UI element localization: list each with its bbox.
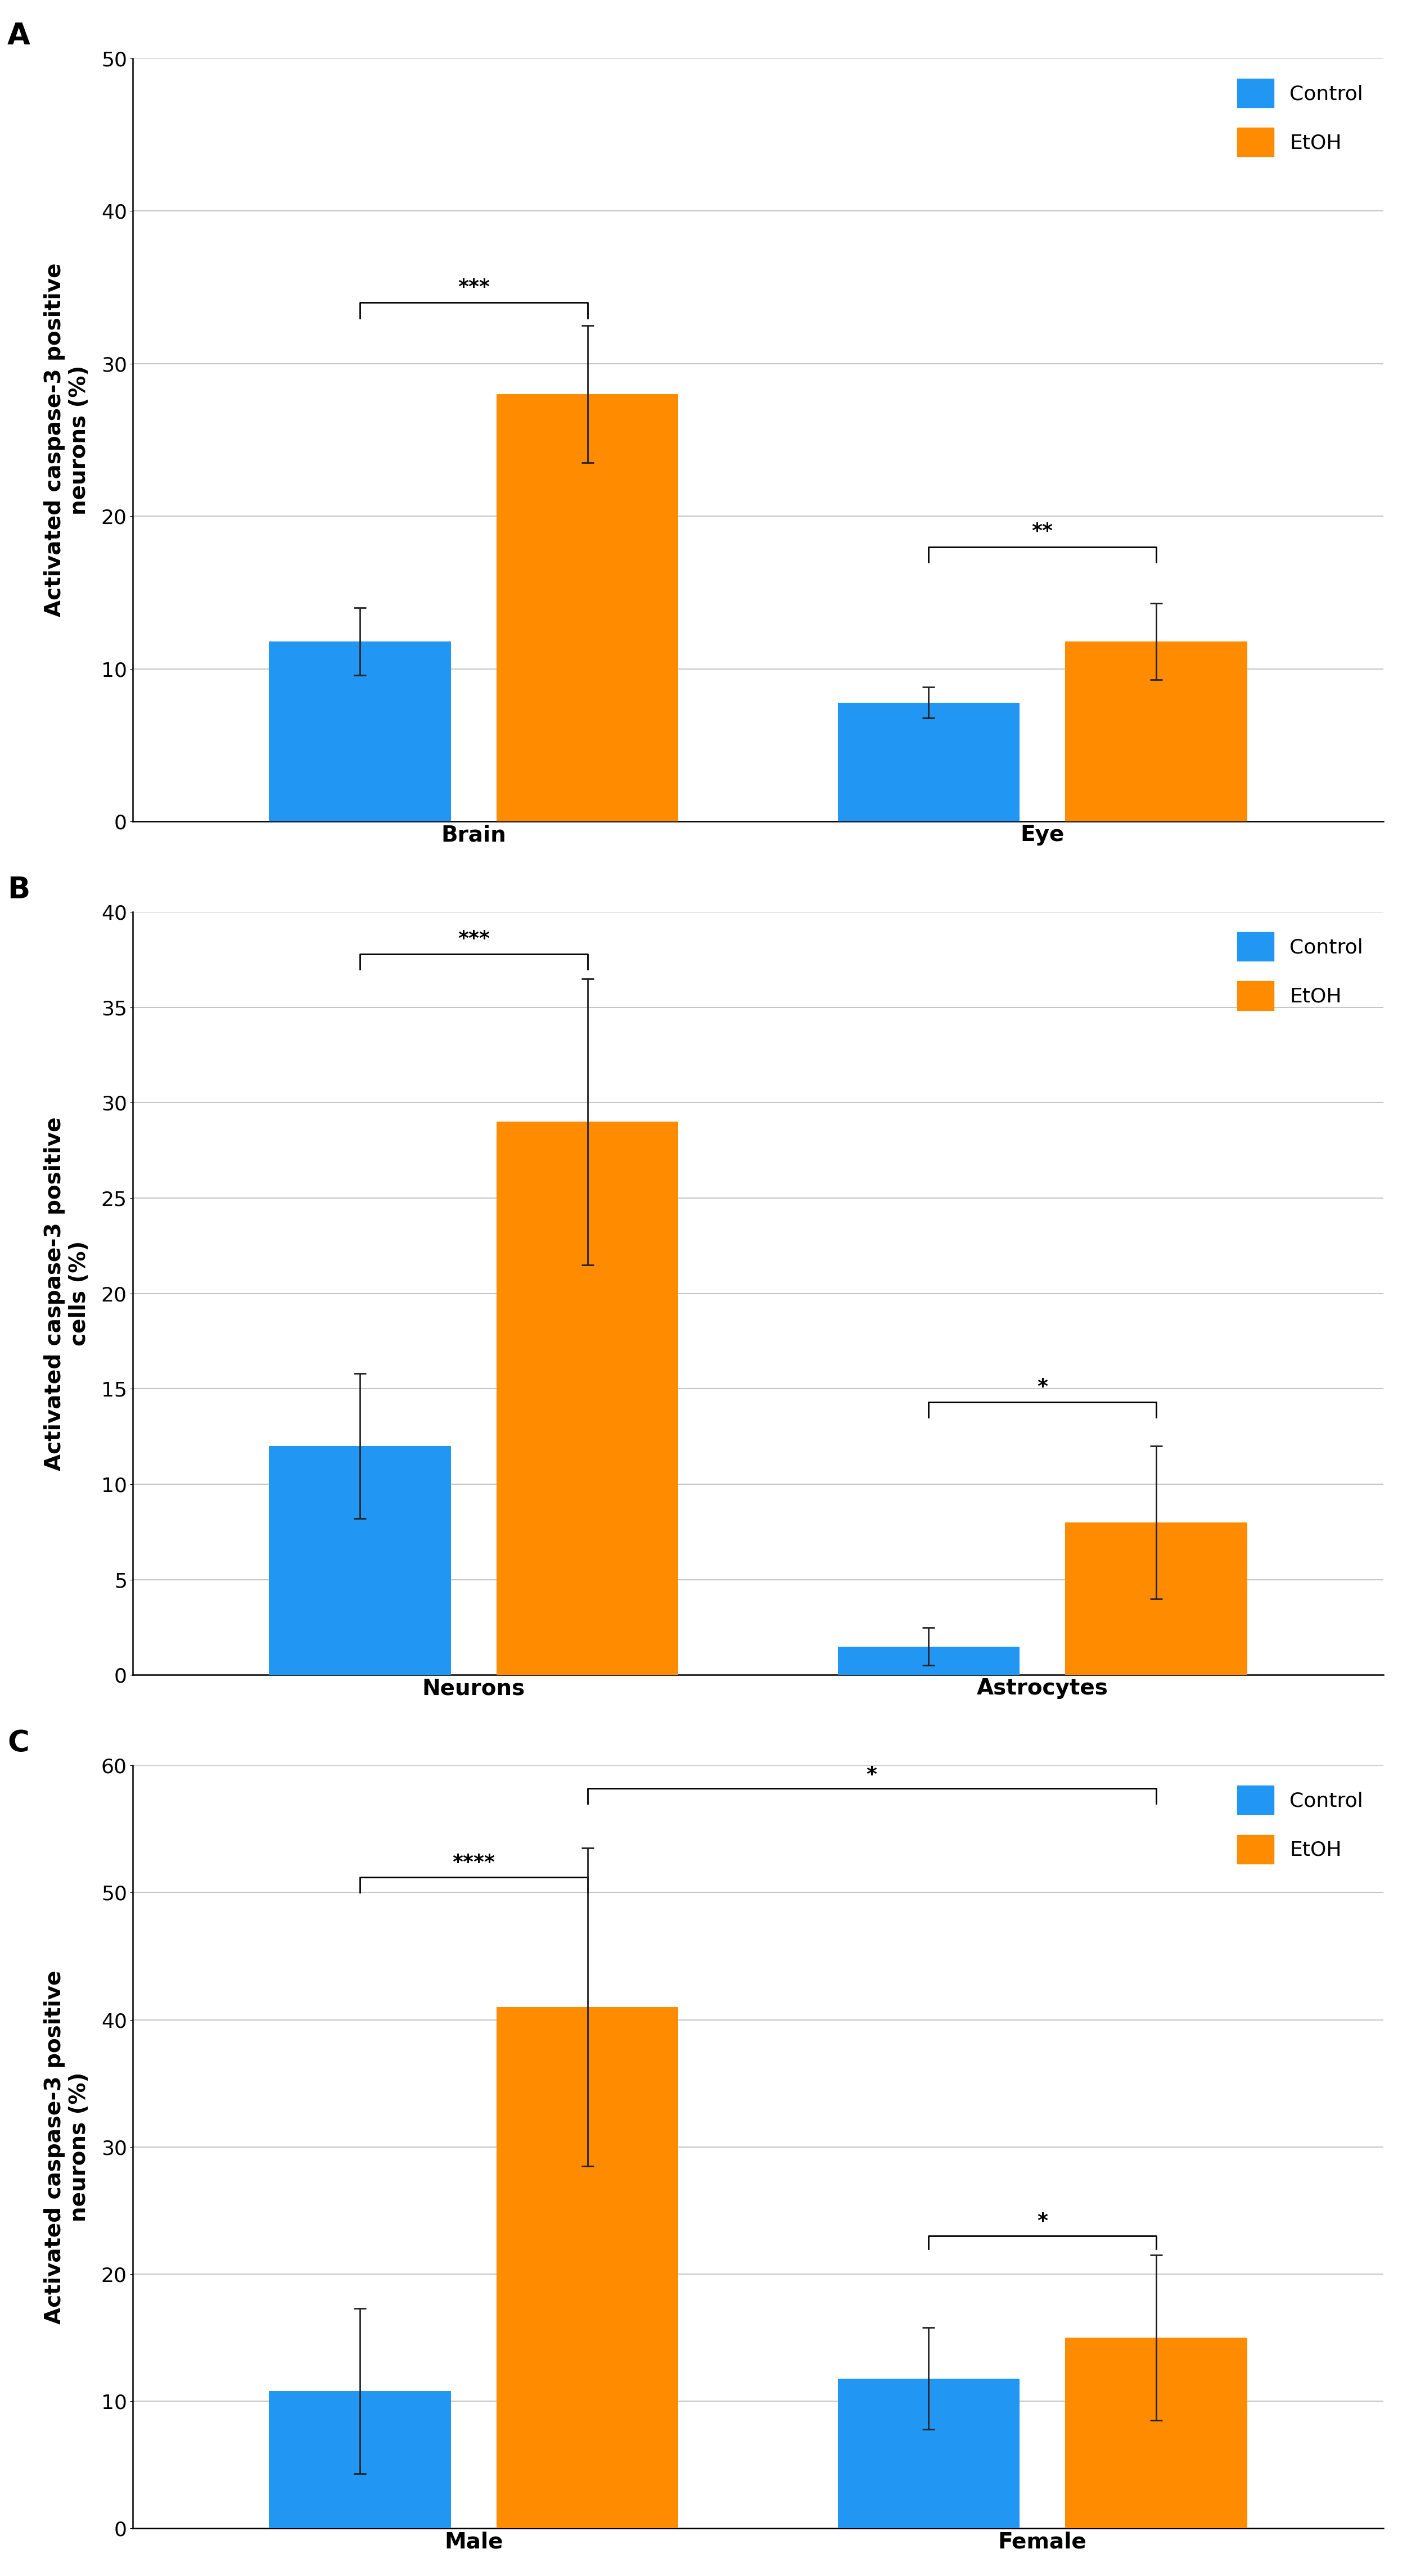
- Bar: [837, 2378, 1020, 2530]
- Legend: Control, EtOH: Control, EtOH: [1227, 922, 1373, 1020]
- Text: A: A: [7, 21, 31, 52]
- Bar: [837, 1646, 1020, 1674]
- Y-axis label: Activated caspase-3 positive
neurons (%): Activated caspase-3 positive neurons (%): [44, 1971, 90, 2324]
- Bar: [837, 703, 1020, 822]
- Bar: [1065, 2336, 1247, 2530]
- Legend: Control, EtOH: Control, EtOH: [1227, 70, 1373, 167]
- Text: B: B: [7, 876, 30, 904]
- Y-axis label: Activated caspase-3 positive
cells (%): Activated caspase-3 positive cells (%): [44, 1115, 90, 1471]
- Text: C: C: [7, 1728, 30, 1757]
- Bar: [269, 2391, 450, 2530]
- Text: *: *: [1037, 1378, 1048, 1396]
- Text: *: *: [867, 1765, 877, 1785]
- Bar: [1065, 1522, 1247, 1674]
- Text: *: *: [1037, 2213, 1048, 2231]
- Bar: [269, 1445, 450, 1674]
- Bar: [497, 1121, 678, 1674]
- Text: ***: ***: [457, 930, 490, 948]
- Bar: [1065, 641, 1247, 822]
- Bar: [269, 641, 450, 822]
- Text: ****: ****: [452, 1852, 495, 1873]
- Text: **: **: [1031, 520, 1052, 541]
- Bar: [497, 2007, 678, 2530]
- Legend: Control, EtOH: Control, EtOH: [1227, 1775, 1373, 1873]
- Text: ***: ***: [457, 278, 490, 296]
- Bar: [497, 394, 678, 822]
- Y-axis label: Activated caspase-3 positive
neurons (%): Activated caspase-3 positive neurons (%): [44, 263, 90, 618]
